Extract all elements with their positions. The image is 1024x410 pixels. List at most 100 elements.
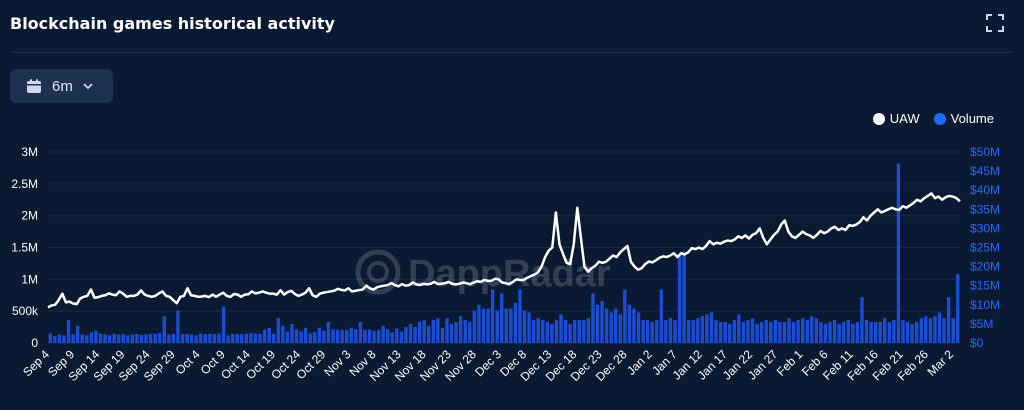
volume-bar [632, 308, 636, 343]
volume-bar [468, 321, 472, 343]
volume-bar [262, 329, 267, 343]
volume-bar [294, 329, 299, 343]
x-tick-label: Jan 2 [624, 347, 655, 378]
volume-bar [595, 304, 600, 343]
volume-bar [185, 333, 189, 343]
volume-bar [445, 318, 449, 343]
volume-bar [577, 320, 581, 343]
volume-bars [48, 163, 960, 343]
volume-bar [709, 312, 714, 343]
volume-bar [563, 320, 568, 343]
y-right-tick-label: $10M [970, 298, 1000, 312]
volume-bar [176, 310, 180, 343]
volume-bar [130, 334, 135, 343]
volume-bar [928, 318, 933, 343]
volume-bar [759, 321, 764, 343]
volume-bar [509, 308, 513, 343]
volume-bar [696, 318, 700, 343]
y-right-tick-label: $35M [970, 202, 1000, 216]
volume-bar [449, 323, 454, 343]
volume-bar [819, 321, 823, 343]
volume-bar [568, 323, 572, 343]
y-right-tick-label: $15M [970, 279, 1000, 293]
volume-bar [855, 321, 860, 343]
volume-bar [126, 335, 130, 343]
volume-bar [937, 312, 942, 343]
watermark-text: DappRadar [408, 253, 611, 295]
x-tick-label: Dec 3 [472, 347, 504, 379]
volume-bar [677, 255, 682, 343]
volume-bar [454, 321, 458, 343]
volume-bar [427, 325, 431, 343]
volume-bar [417, 321, 422, 343]
volume-bar [121, 334, 125, 343]
volume-bar [755, 323, 759, 343]
volume-bar [604, 308, 609, 343]
volume-bar [782, 321, 787, 343]
volume-bar [481, 308, 486, 343]
volume-bar [814, 318, 819, 343]
volume-bar [436, 318, 440, 343]
volume-bar [687, 320, 691, 343]
volume-bar [53, 336, 57, 343]
volume-bar [901, 320, 905, 343]
volume-bar [550, 323, 554, 343]
time-range-button[interactable]: 6m [10, 69, 113, 103]
expand-icon[interactable] [986, 14, 1004, 32]
volume-bar [659, 289, 663, 343]
volume-bar [627, 304, 632, 343]
volume-bar [107, 335, 112, 343]
y-right-tick-label: $50M [970, 145, 1000, 159]
volume-bar [103, 334, 107, 343]
legend-item-uaw[interactable]: UAW [872, 111, 920, 126]
volume-bar [57, 334, 62, 343]
volume-bar [486, 308, 490, 343]
volume-bar [536, 318, 540, 343]
volume-bar [358, 321, 363, 343]
y-axis-right: $0 $5M $10M $15M $20M $25M $30M $35M $40M $45M $50… [970, 145, 1000, 350]
volume-bar [778, 321, 782, 343]
x-tick-label: Sep 4 [20, 347, 52, 379]
volume-bar [372, 330, 376, 343]
volume-bar [285, 331, 290, 343]
volume-bar [582, 320, 586, 343]
volume-bar [331, 329, 335, 343]
volume-bar [477, 304, 481, 343]
volume-bar [664, 320, 668, 343]
volume-bar [299, 331, 303, 343]
volume-bar [94, 330, 98, 343]
volume-bar [805, 320, 809, 343]
volume-bar [317, 327, 321, 343]
volume-bar [463, 320, 467, 343]
volume-bar [440, 327, 445, 343]
volume-bar [117, 334, 121, 343]
volume-bar [153, 333, 157, 343]
chart-grid [48, 151, 960, 344]
volume-bar [846, 320, 850, 343]
volume-bar [910, 323, 914, 343]
volume-bar [842, 321, 846, 343]
volume-bar [878, 321, 882, 343]
volume-bar [367, 329, 372, 343]
volume-bar [737, 314, 741, 343]
y-right-tick-label: $30M [970, 221, 1000, 235]
volume-bar [376, 330, 381, 343]
volume-bar [728, 323, 732, 343]
y-right-tick-label: $5M [970, 317, 993, 331]
y-axis-left: 0 500k 1M 1.5M 2M 2.5M 3M [11, 145, 39, 350]
legend-item-volume[interactable]: Volume [933, 111, 994, 126]
volume-bar [951, 318, 955, 343]
volume-bar [919, 318, 923, 343]
y-left-tick-label: 2M [21, 209, 38, 223]
volume-bar [75, 325, 80, 343]
volume-bar [112, 333, 116, 343]
volume-bar [98, 333, 103, 343]
volume-bar [308, 333, 312, 343]
uaw-line [47, 192, 961, 309]
volume-bar [673, 320, 677, 343]
volume-bar [386, 329, 390, 343]
volume-bar [495, 310, 499, 343]
volume-bar [810, 316, 814, 343]
